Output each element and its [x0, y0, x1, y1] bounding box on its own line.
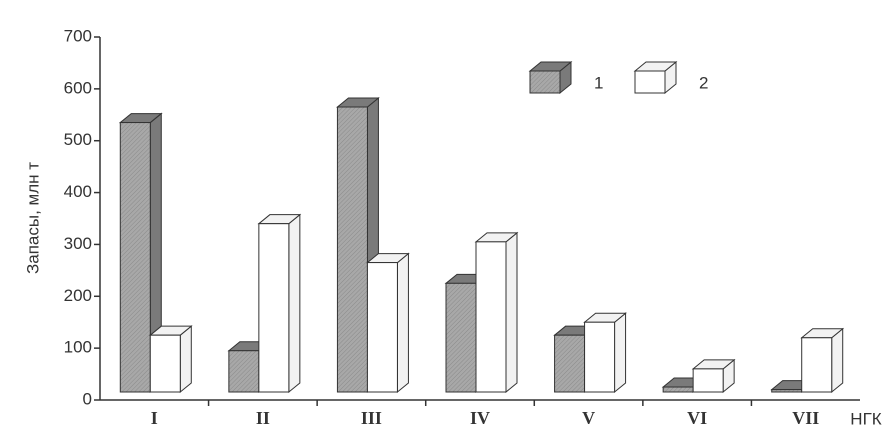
bar	[118, 112, 163, 394]
y-tick-label: 100	[64, 338, 92, 357]
x-axis-label: НГК	[850, 409, 881, 428]
bar-side	[288, 213, 301, 394]
bar	[366, 252, 410, 394]
bar-side	[614, 312, 627, 394]
y-tick-label: 200	[64, 286, 92, 305]
bar	[148, 325, 193, 394]
x-tick-label: IV	[470, 408, 490, 428]
x-tick-label: VI	[687, 408, 707, 428]
bar-front	[336, 106, 368, 393]
bar-front	[584, 321, 616, 393]
y-tick-label: 0	[83, 389, 92, 408]
bar-front	[149, 334, 181, 393]
bar	[800, 327, 845, 394]
bar-side	[505, 231, 518, 394]
bar-front	[475, 241, 507, 393]
bar-front	[258, 223, 290, 393]
bar-front	[771, 389, 803, 393]
y-tick-label: 600	[64, 78, 92, 97]
bar	[583, 312, 627, 394]
y-tick-label: 400	[64, 182, 92, 201]
bar-side	[831, 327, 844, 394]
y-tick-label: 700	[64, 26, 92, 45]
x-tick-label: V	[582, 408, 595, 428]
bar-side	[396, 252, 409, 394]
bar	[474, 231, 519, 394]
x-tick-label: I	[151, 408, 158, 428]
y-axis-label: Запасы, млн т	[23, 162, 42, 274]
legend-label: 1	[594, 73, 603, 92]
bar-front	[445, 282, 477, 393]
x-tick-label: II	[256, 408, 270, 428]
legend-swatch	[633, 60, 678, 95]
bar-side	[179, 325, 192, 394]
x-tick-label: III	[361, 408, 382, 428]
y-tick-label: 500	[64, 130, 92, 149]
bar-front	[529, 70, 561, 94]
bar-front	[119, 122, 151, 393]
y-tick-label: 300	[64, 234, 92, 253]
bar-front	[662, 386, 694, 393]
legend-label: 2	[699, 73, 708, 92]
bar	[257, 213, 302, 394]
bar-front	[554, 334, 586, 393]
bar	[691, 358, 736, 394]
x-tick-label: VII	[792, 408, 819, 428]
legend-swatch	[528, 60, 573, 95]
bar-front	[634, 70, 666, 94]
bar-front	[692, 368, 724, 393]
bar-front	[366, 262, 398, 393]
bar-front	[228, 350, 260, 393]
bar-front	[801, 337, 833, 393]
